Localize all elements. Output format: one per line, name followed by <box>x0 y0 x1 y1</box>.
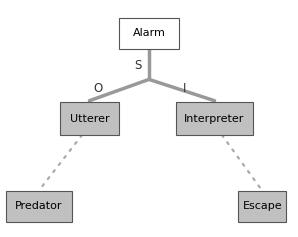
Text: Predator: Predator <box>15 201 63 211</box>
Text: Interpreter: Interpreter <box>184 114 245 123</box>
Text: O: O <box>94 82 103 95</box>
Text: Escape: Escape <box>243 201 282 211</box>
FancyBboxPatch shape <box>238 191 286 222</box>
FancyBboxPatch shape <box>119 18 179 49</box>
FancyBboxPatch shape <box>176 102 253 135</box>
FancyBboxPatch shape <box>6 191 72 222</box>
Text: I: I <box>183 82 187 95</box>
Text: Utterer: Utterer <box>70 114 109 123</box>
Text: Alarm: Alarm <box>133 28 165 38</box>
Text: S: S <box>134 59 142 72</box>
FancyBboxPatch shape <box>60 102 119 135</box>
